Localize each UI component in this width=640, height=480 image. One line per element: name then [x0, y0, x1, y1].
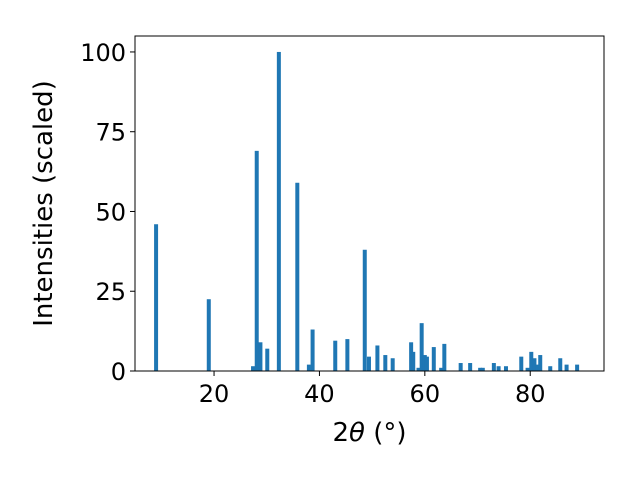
bar — [295, 182, 300, 371]
bar — [251, 366, 256, 371]
bar — [575, 364, 580, 371]
bar — [503, 366, 508, 371]
bar — [265, 348, 270, 371]
y-axis-label: Intensities (scaled) — [29, 80, 59, 327]
bar — [206, 299, 211, 371]
bar — [375, 345, 380, 371]
bar — [519, 356, 524, 371]
bar — [480, 367, 485, 371]
y-axis-ticks: 0 25 50 75 100 — [80, 39, 135, 386]
bar — [362, 249, 367, 371]
y-tick-label: 50 — [95, 198, 126, 226]
bar — [409, 342, 414, 371]
bar-series — [154, 51, 580, 371]
y-tick-label: 75 — [95, 119, 126, 147]
bar — [442, 343, 447, 371]
bar — [306, 364, 311, 371]
bar — [458, 363, 463, 371]
bar — [419, 323, 424, 371]
bar — [535, 364, 540, 371]
bar — [558, 358, 563, 371]
bar — [491, 363, 496, 371]
bar — [422, 355, 427, 371]
bar — [496, 366, 501, 371]
bar — [366, 356, 371, 371]
bar — [416, 367, 421, 371]
bar — [532, 358, 537, 371]
bar — [411, 351, 416, 371]
y-tick-label: 0 — [111, 358, 126, 386]
y-tick-label: 100 — [80, 39, 126, 67]
x-axis-ticks: 20 40 60 80 — [199, 371, 546, 408]
bar — [439, 367, 444, 371]
bar — [383, 355, 388, 371]
bar — [424, 356, 429, 371]
bar — [468, 363, 473, 371]
bar — [345, 339, 350, 371]
bar — [258, 342, 263, 371]
bar — [525, 367, 530, 371]
bar — [564, 364, 569, 371]
bar — [538, 355, 543, 371]
bar — [548, 366, 553, 371]
bar — [154, 224, 159, 371]
x-tick-label: 80 — [515, 380, 546, 408]
bar — [276, 51, 281, 371]
bar — [254, 150, 259, 371]
x-axis-label: 2θ (°) — [332, 418, 406, 448]
y-tick-label: 25 — [95, 278, 126, 306]
plot-frame — [134, 35, 605, 372]
bar — [310, 329, 315, 371]
bar — [431, 347, 436, 371]
bar — [390, 358, 395, 371]
x-axis-label-theta: θ — [349, 418, 365, 448]
x-tick-label: 40 — [304, 380, 335, 408]
bar — [333, 340, 338, 371]
bar — [478, 367, 483, 371]
x-axis-label-prefix: 2 — [332, 418, 349, 448]
x-tick-label: 20 — [199, 380, 230, 408]
x-tick-label: 60 — [410, 380, 441, 408]
x-axis-label-unit: (°) — [365, 418, 407, 448]
bar — [529, 351, 534, 371]
